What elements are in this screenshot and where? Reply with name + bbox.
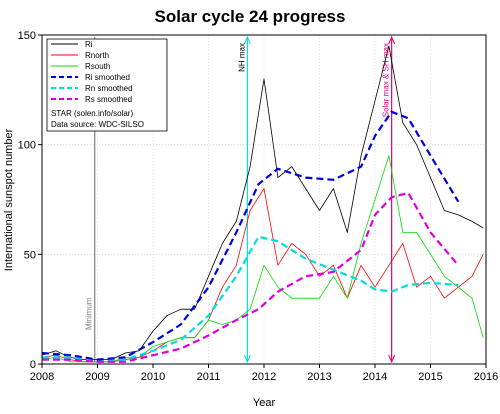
legend: Ri Rnorth Rsouth Ri smoothed Rn smoothed Rs s… [46, 38, 168, 132]
x-tick-label: 2009 [85, 371, 109, 383]
series-line-rs-smoothed [42, 191, 460, 363]
legend-label: Ri smoothed [85, 73, 130, 82]
x-tick-label: 2013 [307, 371, 331, 383]
x-tick-label: 2008 [30, 371, 54, 383]
legend-note-data: Data source: WDC-SILSO [51, 120, 144, 129]
legend-label: Rnorth [85, 51, 109, 60]
x-tick-label: 2015 [418, 371, 442, 383]
x-tick-label: 2012 [252, 371, 276, 383]
series-line-ri-smoothed [41, 110, 460, 361]
chart-title: Solar cycle 24 progress [155, 7, 346, 26]
y-tick-label: 100 [18, 140, 36, 152]
x-tick-label: 2014 [363, 371, 387, 383]
legend-label: Ri [85, 40, 93, 49]
y-tick-label: 0 [30, 359, 36, 371]
annotation-arrow-up [388, 35, 396, 45]
y-tick-label: 50 [24, 249, 36, 261]
series-line-rsouth [41, 155, 484, 363]
annotation-arrow-down [243, 354, 251, 364]
annotation-label: Solar max & SH max [382, 43, 391, 117]
legend-note-source: STAR (solen.info/solar) [51, 109, 133, 118]
annotation-arrow-up [243, 35, 251, 45]
y-tick-label: 150 [18, 30, 36, 42]
x-axis: 2008 2009 2010 2011 2012 2013 2014 2015 2016 [30, 364, 498, 383]
y-axis-label: International sunspot number [3, 128, 15, 271]
series-lines [41, 45, 484, 363]
annotation-arrow-down [388, 354, 396, 364]
series-line-rnorth [41, 188, 484, 363]
annotation-label: Minimum [85, 297, 94, 330]
x-tick-label: 2011 [197, 371, 221, 383]
legend-label: Rs smoothed [85, 95, 132, 104]
legend-label: Rn smoothed [85, 84, 133, 93]
series-line-rn-smoothed [42, 235, 459, 363]
x-tick-label: 2016 [474, 371, 498, 383]
y-axis: 0 50 100 150 [18, 30, 42, 371]
x-tick-label: 2010 [141, 371, 165, 383]
x-axis-label: Year [253, 397, 276, 409]
legend-label: Rsouth [85, 62, 110, 71]
annotation-label: NH max [237, 43, 246, 72]
legend-box [46, 38, 168, 132]
series-line-ri [41, 45, 484, 361]
